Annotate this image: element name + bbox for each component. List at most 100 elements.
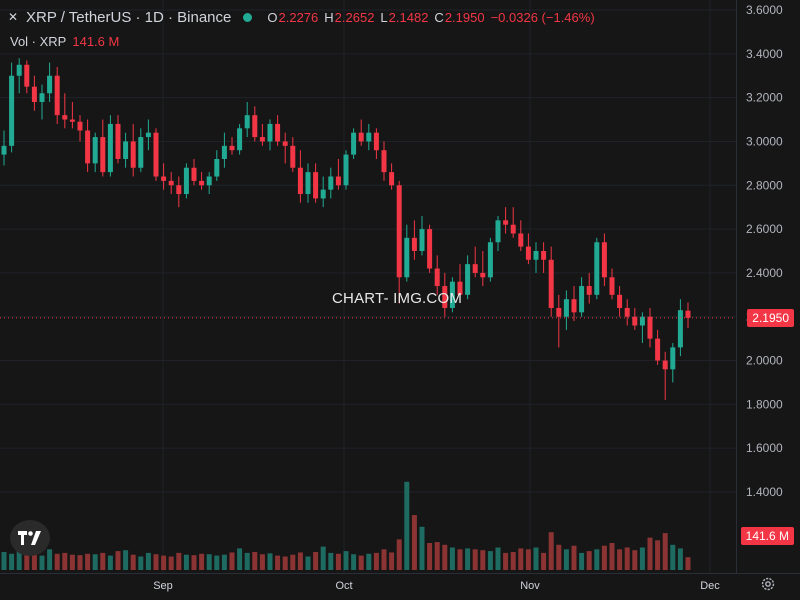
market-status-icon xyxy=(243,12,253,22)
candle-body xyxy=(335,176,341,186)
candle-body xyxy=(130,141,136,168)
candle-body xyxy=(275,123,281,142)
volume-label[interactable]: Vol · XRP xyxy=(10,34,67,49)
last-price-tag: 2.1950 xyxy=(747,309,794,327)
candle-body xyxy=(411,237,417,251)
candle-body xyxy=(503,220,509,225)
volume-bar xyxy=(601,545,607,570)
volume-bar xyxy=(518,548,524,570)
volume-bar xyxy=(168,556,174,570)
volume-bar xyxy=(191,555,197,570)
volume-bar xyxy=(495,547,501,570)
candle-body xyxy=(419,229,425,251)
y-tick-label: 3.6000 xyxy=(746,3,783,17)
candle-body xyxy=(685,310,691,318)
candle-body xyxy=(442,286,448,308)
candle-body xyxy=(259,137,265,142)
candle-body xyxy=(594,242,600,295)
candle-body xyxy=(183,167,189,195)
volume-value: 141.6 M xyxy=(72,34,120,49)
volume-bar xyxy=(510,552,516,570)
volume-bar xyxy=(427,543,433,570)
candle-body xyxy=(495,220,501,243)
volume-bar xyxy=(297,552,303,570)
candle-body xyxy=(107,123,113,173)
volume-bar xyxy=(472,549,478,570)
volume-bar xyxy=(206,554,212,570)
candle-body xyxy=(176,185,182,195)
volume-bar xyxy=(632,550,638,570)
volume-bar xyxy=(586,551,592,570)
volume-bar xyxy=(275,555,281,570)
volume-bar xyxy=(533,547,539,570)
volume-bar xyxy=(313,552,319,570)
candle-body xyxy=(320,189,326,199)
candle-body xyxy=(541,251,547,260)
candle-body xyxy=(313,172,319,199)
candle-body xyxy=(396,185,402,278)
candle-body xyxy=(465,264,471,295)
volume-bar xyxy=(176,552,182,570)
volume-bar xyxy=(480,550,486,570)
y-tick-label: 3.2000 xyxy=(746,91,783,105)
candle-body xyxy=(206,176,212,186)
candle-body xyxy=(191,167,197,181)
watermark: CHART- IMG.COM xyxy=(332,290,463,307)
candle-body xyxy=(343,154,349,186)
candle-body xyxy=(381,150,387,173)
volume-bar xyxy=(609,543,615,570)
candle-body xyxy=(548,259,554,308)
grid-lines xyxy=(0,0,736,573)
gear-icon[interactable] xyxy=(760,576,776,592)
volume-bar xyxy=(647,537,653,570)
low-label: L xyxy=(380,9,388,25)
candle-body xyxy=(305,172,311,195)
volume-bar xyxy=(525,549,531,570)
candle-body xyxy=(39,93,45,103)
volume-bar xyxy=(419,526,425,570)
candle-body xyxy=(282,141,288,146)
low-value: 2.1482 xyxy=(388,9,429,25)
volume-bar xyxy=(123,550,129,570)
volume-bar xyxy=(9,553,15,570)
tradingview-logo-icon[interactable] xyxy=(10,520,50,556)
volume-bar xyxy=(670,544,676,570)
candle-body xyxy=(662,360,668,370)
volume-bar xyxy=(153,554,159,570)
volume-bar xyxy=(145,552,151,570)
candle-body xyxy=(434,268,440,287)
volume-bar xyxy=(487,551,493,570)
candle-body xyxy=(24,64,30,87)
volume-bar xyxy=(594,549,600,570)
candlesticks xyxy=(1,58,691,400)
volume-bar xyxy=(579,552,585,570)
volume-bar xyxy=(351,554,357,570)
y-tick-label: 1.8000 xyxy=(746,397,783,411)
volume-bar xyxy=(624,547,630,570)
volume-bar xyxy=(100,552,106,570)
candle-body xyxy=(214,158,220,177)
volume-bar xyxy=(548,532,554,570)
y-tick-label: 1.4000 xyxy=(746,485,783,499)
symbol-logo-icon[interactable]: ✕ xyxy=(8,10,19,24)
x-tick-label: Oct xyxy=(335,580,352,592)
volume-bar xyxy=(465,548,471,570)
candle-body xyxy=(92,137,98,164)
volume-bar xyxy=(267,553,273,570)
candle-body xyxy=(328,176,334,190)
candle-body xyxy=(655,338,661,361)
volume-bar xyxy=(115,551,121,570)
volume-bar xyxy=(655,540,661,570)
candle-body xyxy=(579,286,585,313)
y-tick-label: 3.4000 xyxy=(746,47,783,61)
candle-body xyxy=(244,115,250,129)
volume-bar xyxy=(320,546,326,570)
symbol-title[interactable]: XRP / TetherUS · 1D · Binance xyxy=(26,8,232,26)
candle-body xyxy=(533,251,539,260)
candle-body xyxy=(563,299,569,317)
candle-body xyxy=(31,86,37,103)
volume-bar xyxy=(449,547,455,570)
y-tick-label: 2.4000 xyxy=(746,266,783,280)
candle-body xyxy=(237,128,243,151)
